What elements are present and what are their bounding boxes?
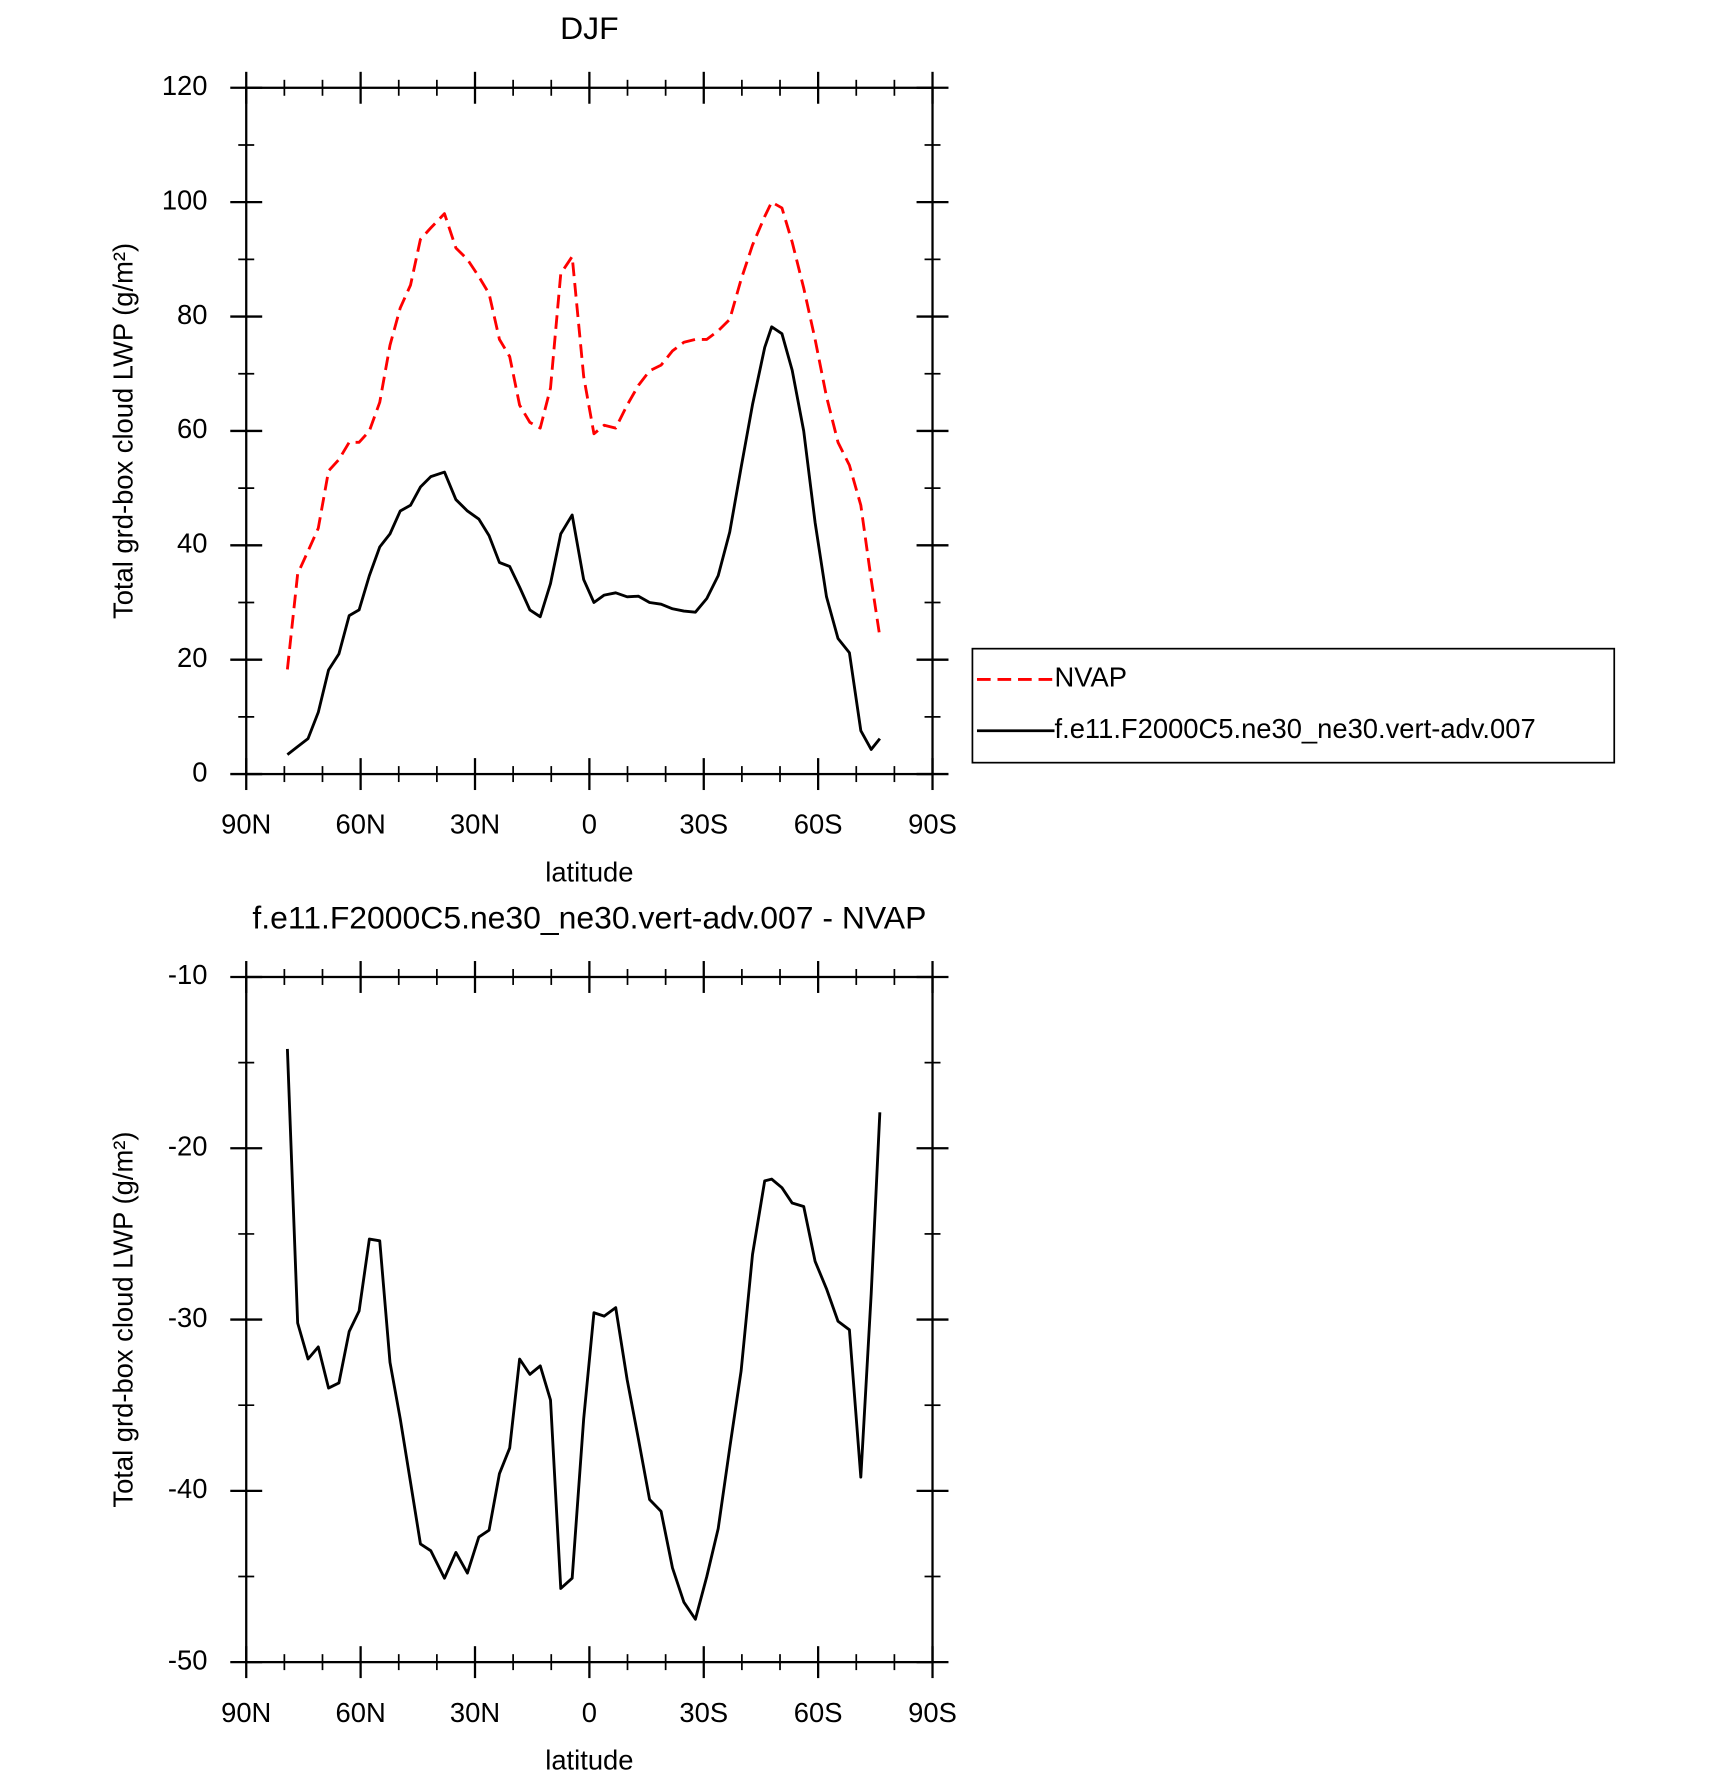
y-tick-label: 40 (177, 528, 207, 559)
x-tick-label: 60S (794, 1697, 843, 1728)
y-tick-label: 60 (177, 413, 207, 444)
y-axis-label: Total grd-box cloud LWP (g/m²) (108, 1132, 139, 1508)
data-line (285, 1048, 882, 1621)
legend-label: f.e11.F2000C5.ne30_ne30.vert-adv.007 (1055, 713, 1536, 744)
y-tick-label: 0 (192, 756, 207, 787)
y-tick-label: -30 (168, 1302, 208, 1333)
y-tick-label: -50 (168, 1644, 208, 1675)
y-tick-label: 80 (177, 299, 207, 330)
x-tick-label: 30N (450, 809, 500, 840)
x-tick-label: 90S (908, 1697, 957, 1728)
legend-box (971, 647, 1616, 764)
y-axis-label: Total grd-box cloud LWP (g/m²) (108, 243, 139, 619)
legend: NVAP f.e11.F2000C5.ne30_ne30.vert-adv.007 (971, 647, 1616, 764)
x-tick-label: 0 (582, 809, 597, 840)
y-tick-label: -20 (168, 1131, 208, 1162)
x-tick-label: 90N (221, 809, 271, 840)
x-tick-label: 60S (794, 809, 843, 840)
chart-title: f.e11.F2000C5.ne30_ne30.vert-adv.007 - N… (252, 899, 926, 935)
legend-label: NVAP (1055, 662, 1127, 693)
x-axis-label: latitude (545, 857, 633, 888)
y-tick-label: -40 (168, 1473, 208, 1504)
x-tick-label: 30S (679, 809, 728, 840)
y-tick-label: 120 (162, 70, 208, 101)
y-tick-label: -10 (168, 959, 208, 990)
x-axis-label: latitude (545, 1745, 633, 1775)
x-tick-label: 0 (582, 1697, 597, 1728)
y-tick-label: 100 (162, 184, 208, 215)
x-tick-label: 30S (679, 1697, 728, 1728)
x-tick-label: 90N (221, 1697, 271, 1728)
chart-title: DJF (560, 10, 619, 46)
plot-frame (245, 86, 934, 776)
x-tick-label: 60N (336, 1697, 386, 1728)
plot-frame (245, 975, 934, 1664)
data-line (286, 325, 881, 756)
x-tick-label: 60N (336, 809, 386, 840)
x-tick-label: 30N (450, 1697, 500, 1728)
y-tick-label: 20 (177, 642, 207, 673)
data-line (285, 200, 882, 670)
x-tick-label: 90S (908, 809, 957, 840)
